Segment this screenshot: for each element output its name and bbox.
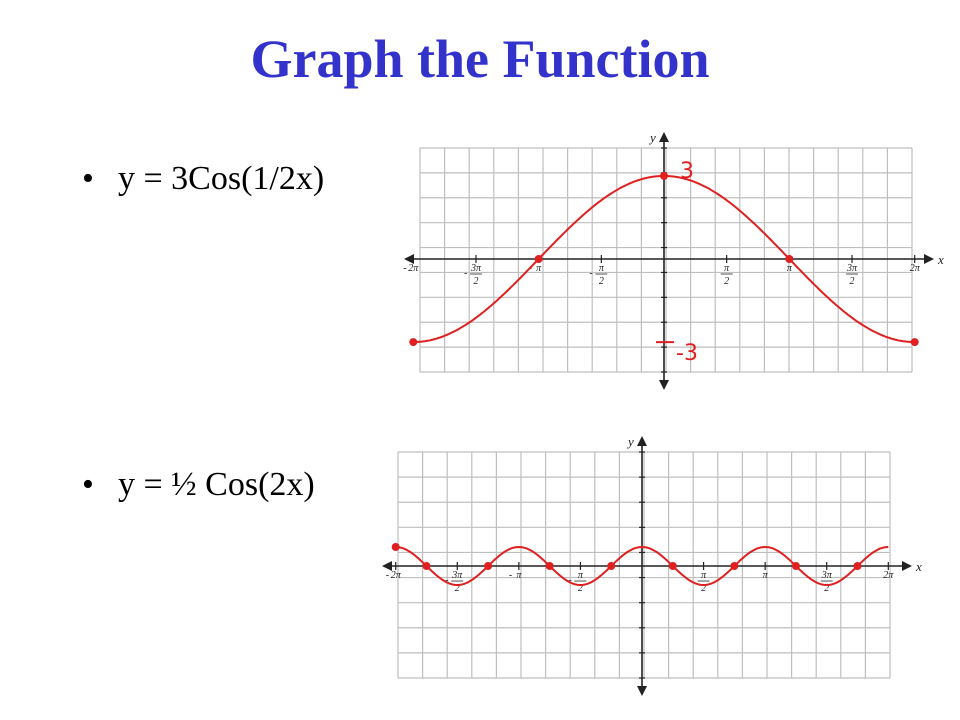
bullet-text-2: y = ½ Cos(2x) [118, 466, 315, 503]
x-tick-denominator: 2 [455, 583, 460, 594]
bullet-text-1: y = 3Cos(1/2x) [118, 160, 325, 197]
bullet-item-1: • y = 3Cos(1/2x) [82, 160, 324, 198]
x-tick-sign: - [464, 268, 467, 279]
x-tick-label: 2π [883, 570, 894, 581]
x-tick-label: π [787, 263, 793, 274]
x-tick-sign: - [568, 575, 571, 586]
x-tick-sign: - [403, 263, 406, 274]
marked-point [785, 255, 794, 263]
marked-point [910, 338, 919, 347]
y-axis-arrow-down [659, 380, 669, 390]
x-axis-arrow-left [382, 561, 392, 571]
page-title: Graph the Function [250, 29, 710, 89]
y-axis-arrow-up [637, 436, 647, 446]
marked-point [660, 171, 668, 180]
marked-point [730, 562, 739, 570]
x-tick-sign: - [386, 570, 389, 581]
x-tick-label: π [724, 263, 730, 274]
function-curve [395, 545, 889, 586]
x-tick-label: π [578, 570, 584, 581]
x-tick-sign: - [445, 575, 448, 586]
y-axis-arrow-down [637, 686, 647, 696]
x-tick-label: π [599, 263, 605, 274]
x-tick-sign: - [589, 268, 592, 279]
x-tick-label: 3π [821, 570, 833, 581]
marked-point [422, 562, 431, 570]
marked-point [853, 562, 862, 570]
marked-point [607, 562, 616, 570]
marked-point [391, 543, 400, 551]
marked-point [534, 255, 543, 263]
x-tick-label: 2π [910, 263, 921, 274]
x-tick-denominator: 2 [724, 276, 729, 287]
y-axis-label: y [648, 130, 656, 145]
x-tick-label: 3π [470, 263, 482, 274]
x-tick-label: 3π [846, 263, 858, 274]
x-axis-arrow-right [902, 561, 912, 571]
bullet-dot: • [82, 160, 94, 197]
x-tick-denominator: 2 [473, 276, 478, 287]
bullet-dot: • [82, 466, 94, 503]
x-tick-label: 2π [391, 570, 402, 581]
marked-point [545, 562, 554, 570]
x-tick-label: π [763, 570, 769, 581]
y-axis-arrow-up [659, 132, 669, 142]
x-tick-denominator: 2 [850, 276, 855, 287]
x-axis-arrow-left [404, 254, 414, 264]
x-tick-denominator: 2 [578, 583, 583, 594]
x-tick-label: π [516, 570, 522, 581]
x-axis-label: x [937, 252, 944, 267]
annotation-max: 3 [680, 159, 694, 184]
bullet-item-2: • y = ½ Cos(2x) [82, 466, 315, 504]
x-axis-arrow-right [924, 254, 934, 264]
x-tick-denominator: 2 [599, 276, 604, 287]
x-tick-label: 3π [451, 570, 463, 581]
x-tick-denominator: 2 [701, 583, 706, 594]
x-tick-sign: - [509, 570, 512, 581]
x-tick-label: π [536, 263, 542, 274]
x-tick-denominator: 2 [824, 583, 829, 594]
y-axis-label: y [626, 434, 634, 449]
x-tick-label: 2π [408, 263, 419, 274]
marked-point [484, 562, 493, 570]
marked-point [668, 562, 677, 570]
x-axis-label: x [915, 559, 922, 574]
annotation-min: -3 [676, 341, 698, 366]
marked-point [409, 338, 418, 347]
marked-point [791, 562, 800, 570]
x-tick-label: π [701, 570, 707, 581]
